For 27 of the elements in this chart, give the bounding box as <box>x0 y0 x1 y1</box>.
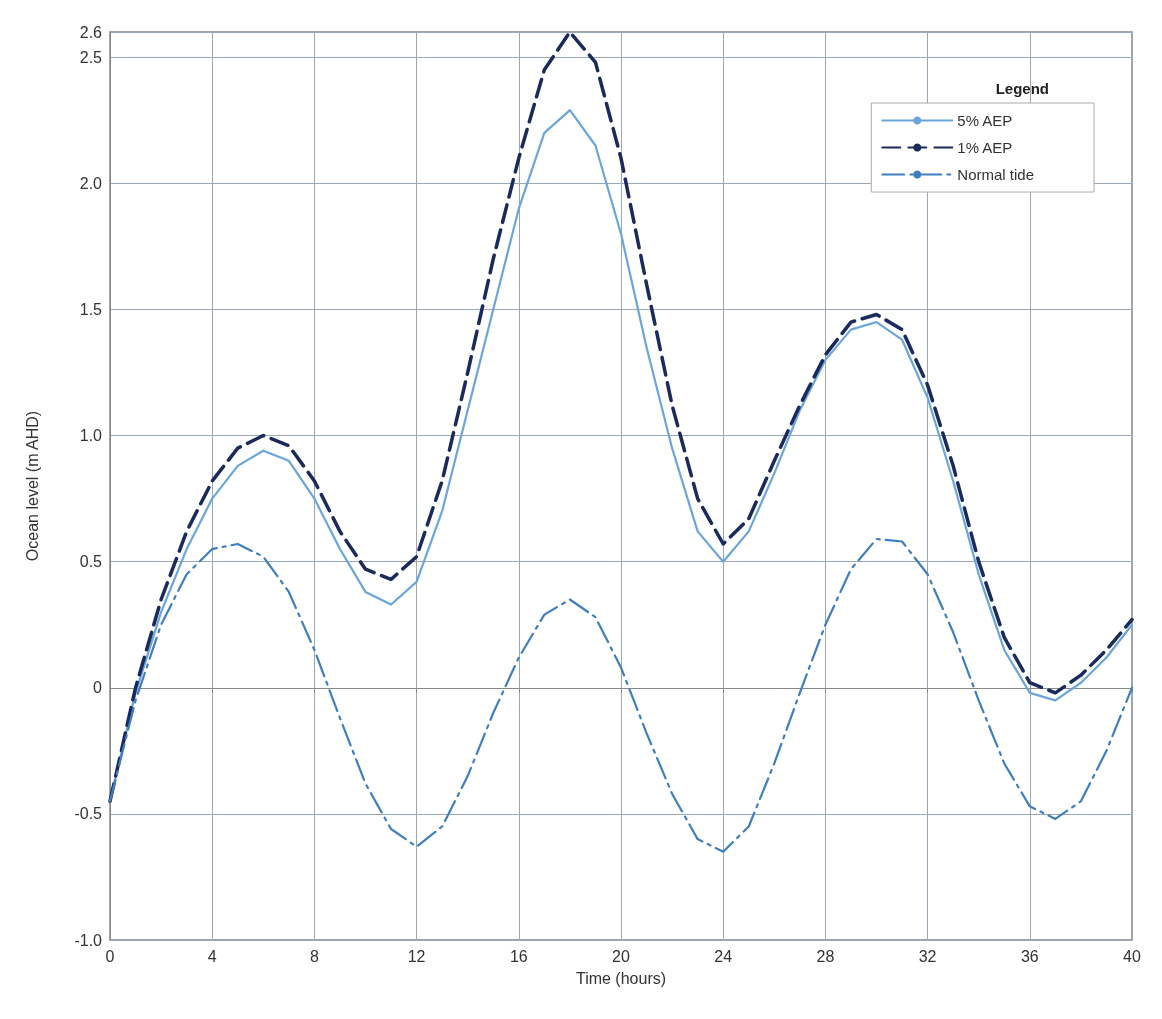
y-tick-label: 1.5 <box>79 300 103 318</box>
y-tick-label: 2.5 <box>79 48 103 66</box>
line-series <box>108 537 1134 853</box>
legend-label: 1% AEP <box>957 139 1013 156</box>
y-tick-label: 2.6 <box>79 23 103 41</box>
x-tick-label: 28 <box>816 947 835 965</box>
x-tick-label: 4 <box>207 947 217 965</box>
y-axis-title: Ocean level (m AHD) <box>23 410 41 562</box>
y-tick-label: -1.0 <box>74 931 103 949</box>
x-tick-label: 0 <box>105 947 115 965</box>
y-tick-label: 0.5 <box>79 553 103 571</box>
x-axis-title: Time (hours) <box>575 969 667 987</box>
x-tick-label: 20 <box>612 947 630 965</box>
y-tick-label: 1.0 <box>79 427 103 445</box>
x-tick-label: 8 <box>309 947 319 965</box>
x-tick-label: 24 <box>714 947 733 965</box>
legend-title: Legend <box>995 80 1050 97</box>
y-tick-label: -0.5 <box>74 805 103 823</box>
x-tick-label: 36 <box>1020 947 1039 965</box>
x-tick-label: 40 <box>1123 947 1141 965</box>
x-tick-label: 12 <box>407 947 426 965</box>
x-tick-label: 32 <box>918 947 937 965</box>
x-tick-label: 16 <box>509 947 528 965</box>
y-tick-label: 2.0 <box>79 174 103 192</box>
legend-label: Normal tide <box>957 166 1035 183</box>
y-tick-label: 0 <box>93 679 103 697</box>
legend-label: 5% AEP <box>957 112 1013 129</box>
